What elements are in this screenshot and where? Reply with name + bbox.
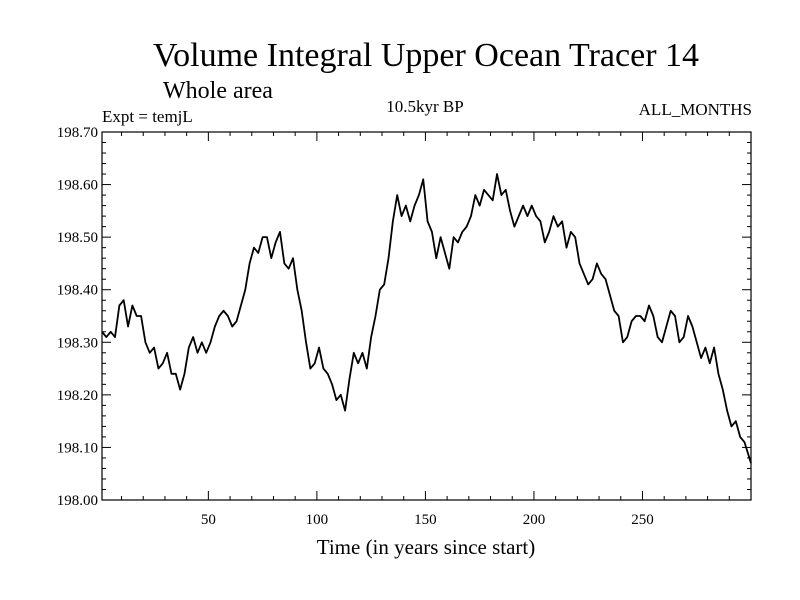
- y-tick-label: 198.30: [57, 335, 98, 351]
- plot-frame: [101, 131, 752, 501]
- x-tick-label: 150: [414, 512, 437, 528]
- y-tick-label: 198.50: [57, 230, 98, 246]
- expt-label: Expt = temjL: [102, 107, 193, 126]
- x-tick-label: 200: [523, 512, 546, 528]
- series-line-0: [101, 173, 752, 464]
- y-tick-label: 198.70: [57, 125, 98, 141]
- x-tick-label: 50: [201, 512, 216, 528]
- period-label: 10.5kyr BP: [386, 97, 463, 116]
- chart-subtitle: Whole area: [163, 78, 273, 104]
- plot-area: [101, 173, 752, 464]
- y-tick-label: 198.60: [57, 178, 98, 194]
- y-tick-label: 198.20: [57, 388, 98, 404]
- x-tick-label: 100: [306, 512, 329, 528]
- x-axis-label: Time (in years since start): [317, 535, 536, 559]
- y-tick-label: 198.40: [57, 283, 98, 299]
- x-axis: 50 100 150 200 250: [121, 132, 730, 528]
- y-tick-label: 198.00: [57, 493, 98, 509]
- x-tick-label: 250: [631, 512, 654, 528]
- chart-title: Volume Integral Upper Ocean Tracer 14: [153, 37, 699, 74]
- months-label: ALL_MONTHS: [639, 100, 752, 119]
- y-tick-label: 198.10: [57, 440, 98, 456]
- y-axis: 198.00 198.10 198.20 198.30 198.40 198.50 198.…: [57, 125, 751, 509]
